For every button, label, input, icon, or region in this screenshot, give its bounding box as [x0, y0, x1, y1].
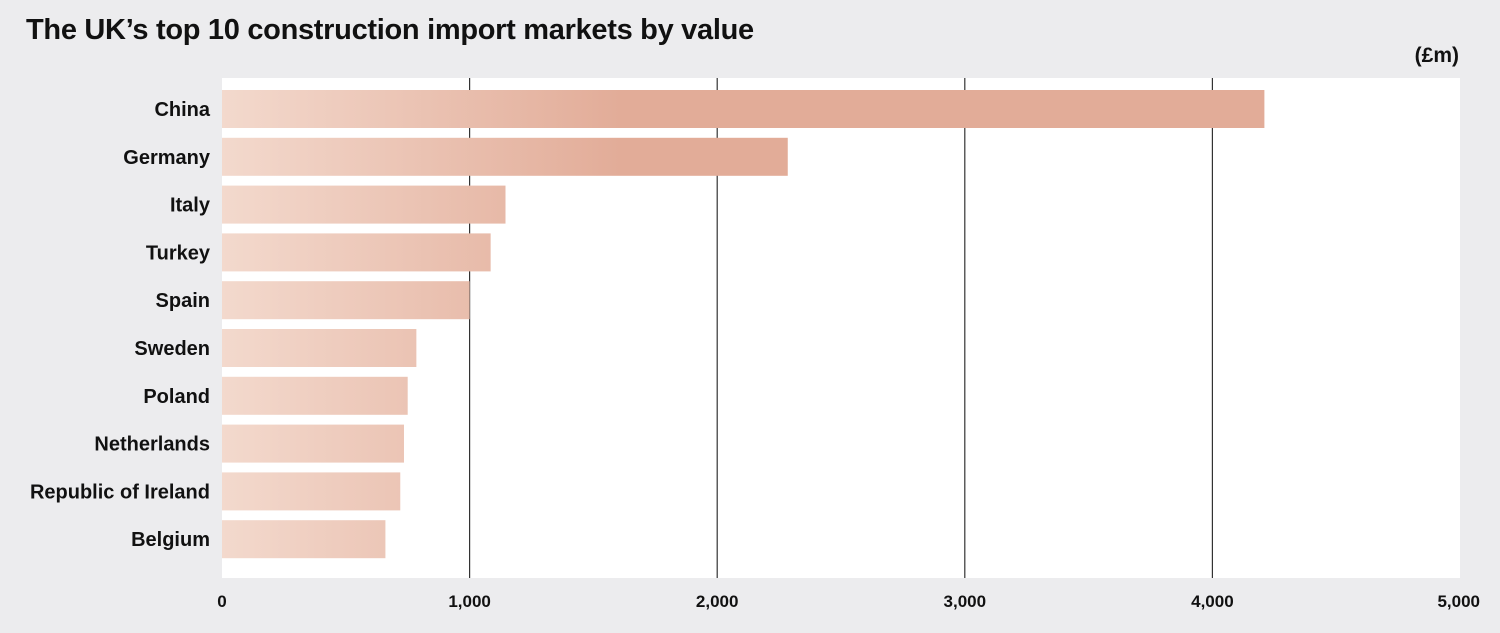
bar-netherlands — [222, 424, 404, 463]
bar-belgium — [222, 520, 386, 559]
category-label-sweden: Sweden — [134, 338, 210, 360]
category-label-poland: Poland — [143, 386, 210, 408]
unit-label: (£m) — [1414, 44, 1459, 67]
bar-italy — [222, 185, 506, 224]
category-labels: China Germany Italy Turkey Spain Sweden Poland… — [30, 99, 211, 551]
category-label-republic-of-ireland: Republic of Ireland — [30, 481, 210, 503]
x-tick-label-0: 0 — [217, 592, 226, 611]
chart-title: The UK’s top 10 construction import mark… — [26, 14, 754, 46]
category-label-china: China — [154, 99, 210, 121]
category-label-germany: Germany — [123, 147, 211, 169]
bar-germany — [222, 137, 788, 176]
bar-republic-of-ireland — [222, 472, 401, 511]
category-label-belgium: Belgium — [131, 529, 210, 551]
category-label-netherlands: Netherlands — [94, 434, 210, 456]
bar-spain — [222, 281, 470, 320]
x-tick-label-4000: 4,000 — [1191, 592, 1234, 611]
category-label-italy: Italy — [170, 195, 211, 217]
category-label-turkey: Turkey — [146, 242, 211, 264]
x-tick-label-5000: 5,000 — [1437, 592, 1480, 611]
category-label-spain: Spain — [156, 290, 210, 312]
x-tick-label-1000: 1,000 — [448, 592, 491, 611]
bar-china — [222, 90, 1265, 128]
bar-turkey — [222, 233, 491, 272]
bars — [222, 90, 1265, 559]
x-tick-label-3000: 3,000 — [944, 592, 987, 611]
bar-sweden — [222, 329, 417, 367]
x-axis-ticks: 0 1,000 2,000 3,000 4,000 5,000 — [217, 592, 1480, 611]
x-tick-label-2000: 2,000 — [696, 592, 739, 611]
bar-poland — [222, 376, 408, 415]
